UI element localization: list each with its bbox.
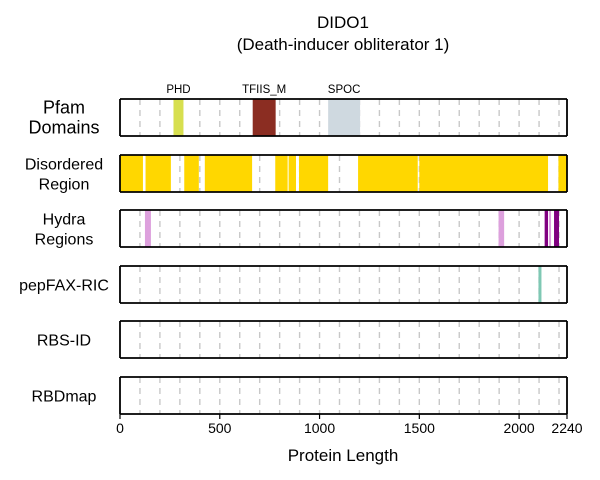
x-tick-label: 500 <box>208 420 232 436</box>
feature-segment <box>173 99 184 136</box>
x-tick-label: 0 <box>116 420 124 436</box>
row-label: Regions <box>35 232 94 249</box>
chart-title: DIDO1 <box>317 13 369 32</box>
feature-segment <box>544 210 549 247</box>
feature-segment <box>554 210 560 247</box>
row-label: Hydra <box>43 212 86 229</box>
x-axis-label: Protein Length <box>288 446 399 465</box>
track-row: Disordered Region <box>25 154 568 194</box>
row-label: Pfam <box>43 98 85 118</box>
feature-segment <box>252 99 276 136</box>
x-axis: 0 500 1000 1500 2000 2240 <box>116 414 583 436</box>
feature-segment <box>558 155 567 192</box>
domain-label: TFIIS_M <box>242 84 286 96</box>
feature-segment <box>328 99 361 136</box>
row-label: RBS-ID <box>37 333 91 350</box>
chart-subtitle: (Death-inducer obliterator 1) <box>237 35 450 54</box>
row-label: Region <box>39 177 90 194</box>
feature-segment <box>204 155 253 192</box>
feature-segment <box>498 210 505 247</box>
feature-segment <box>275 155 288 192</box>
feature-segment <box>144 210 151 247</box>
row-label: Disordered <box>25 157 103 174</box>
feature-segment <box>288 155 297 192</box>
track-row: pepFAX-RIC <box>19 265 568 304</box>
domain-label: PHD <box>166 84 190 96</box>
domain-label: SPOC <box>328 84 361 96</box>
x-tick-label: 2000 <box>504 420 535 436</box>
x-tick-label: 1500 <box>404 420 435 436</box>
track-row: RBS-ID <box>37 320 568 359</box>
row-label: RBDmap <box>32 389 97 406</box>
row-label: Domains <box>28 118 99 138</box>
feature-segment <box>549 210 552 247</box>
feature-segment <box>145 155 171 192</box>
feature-segment <box>298 155 329 192</box>
feature-segment <box>538 266 542 303</box>
row-label: pepFAX-RIC <box>19 278 109 295</box>
feature-segment <box>184 155 199 192</box>
x-tick-label: 2240 <box>551 420 582 436</box>
feature-segment <box>419 155 549 192</box>
feature-segment <box>120 155 143 192</box>
track-row: Hydra Regions <box>35 209 568 249</box>
x-tick-label: 1000 <box>304 420 335 436</box>
track-row: RBDmap <box>32 376 568 415</box>
feature-segment <box>358 155 418 192</box>
